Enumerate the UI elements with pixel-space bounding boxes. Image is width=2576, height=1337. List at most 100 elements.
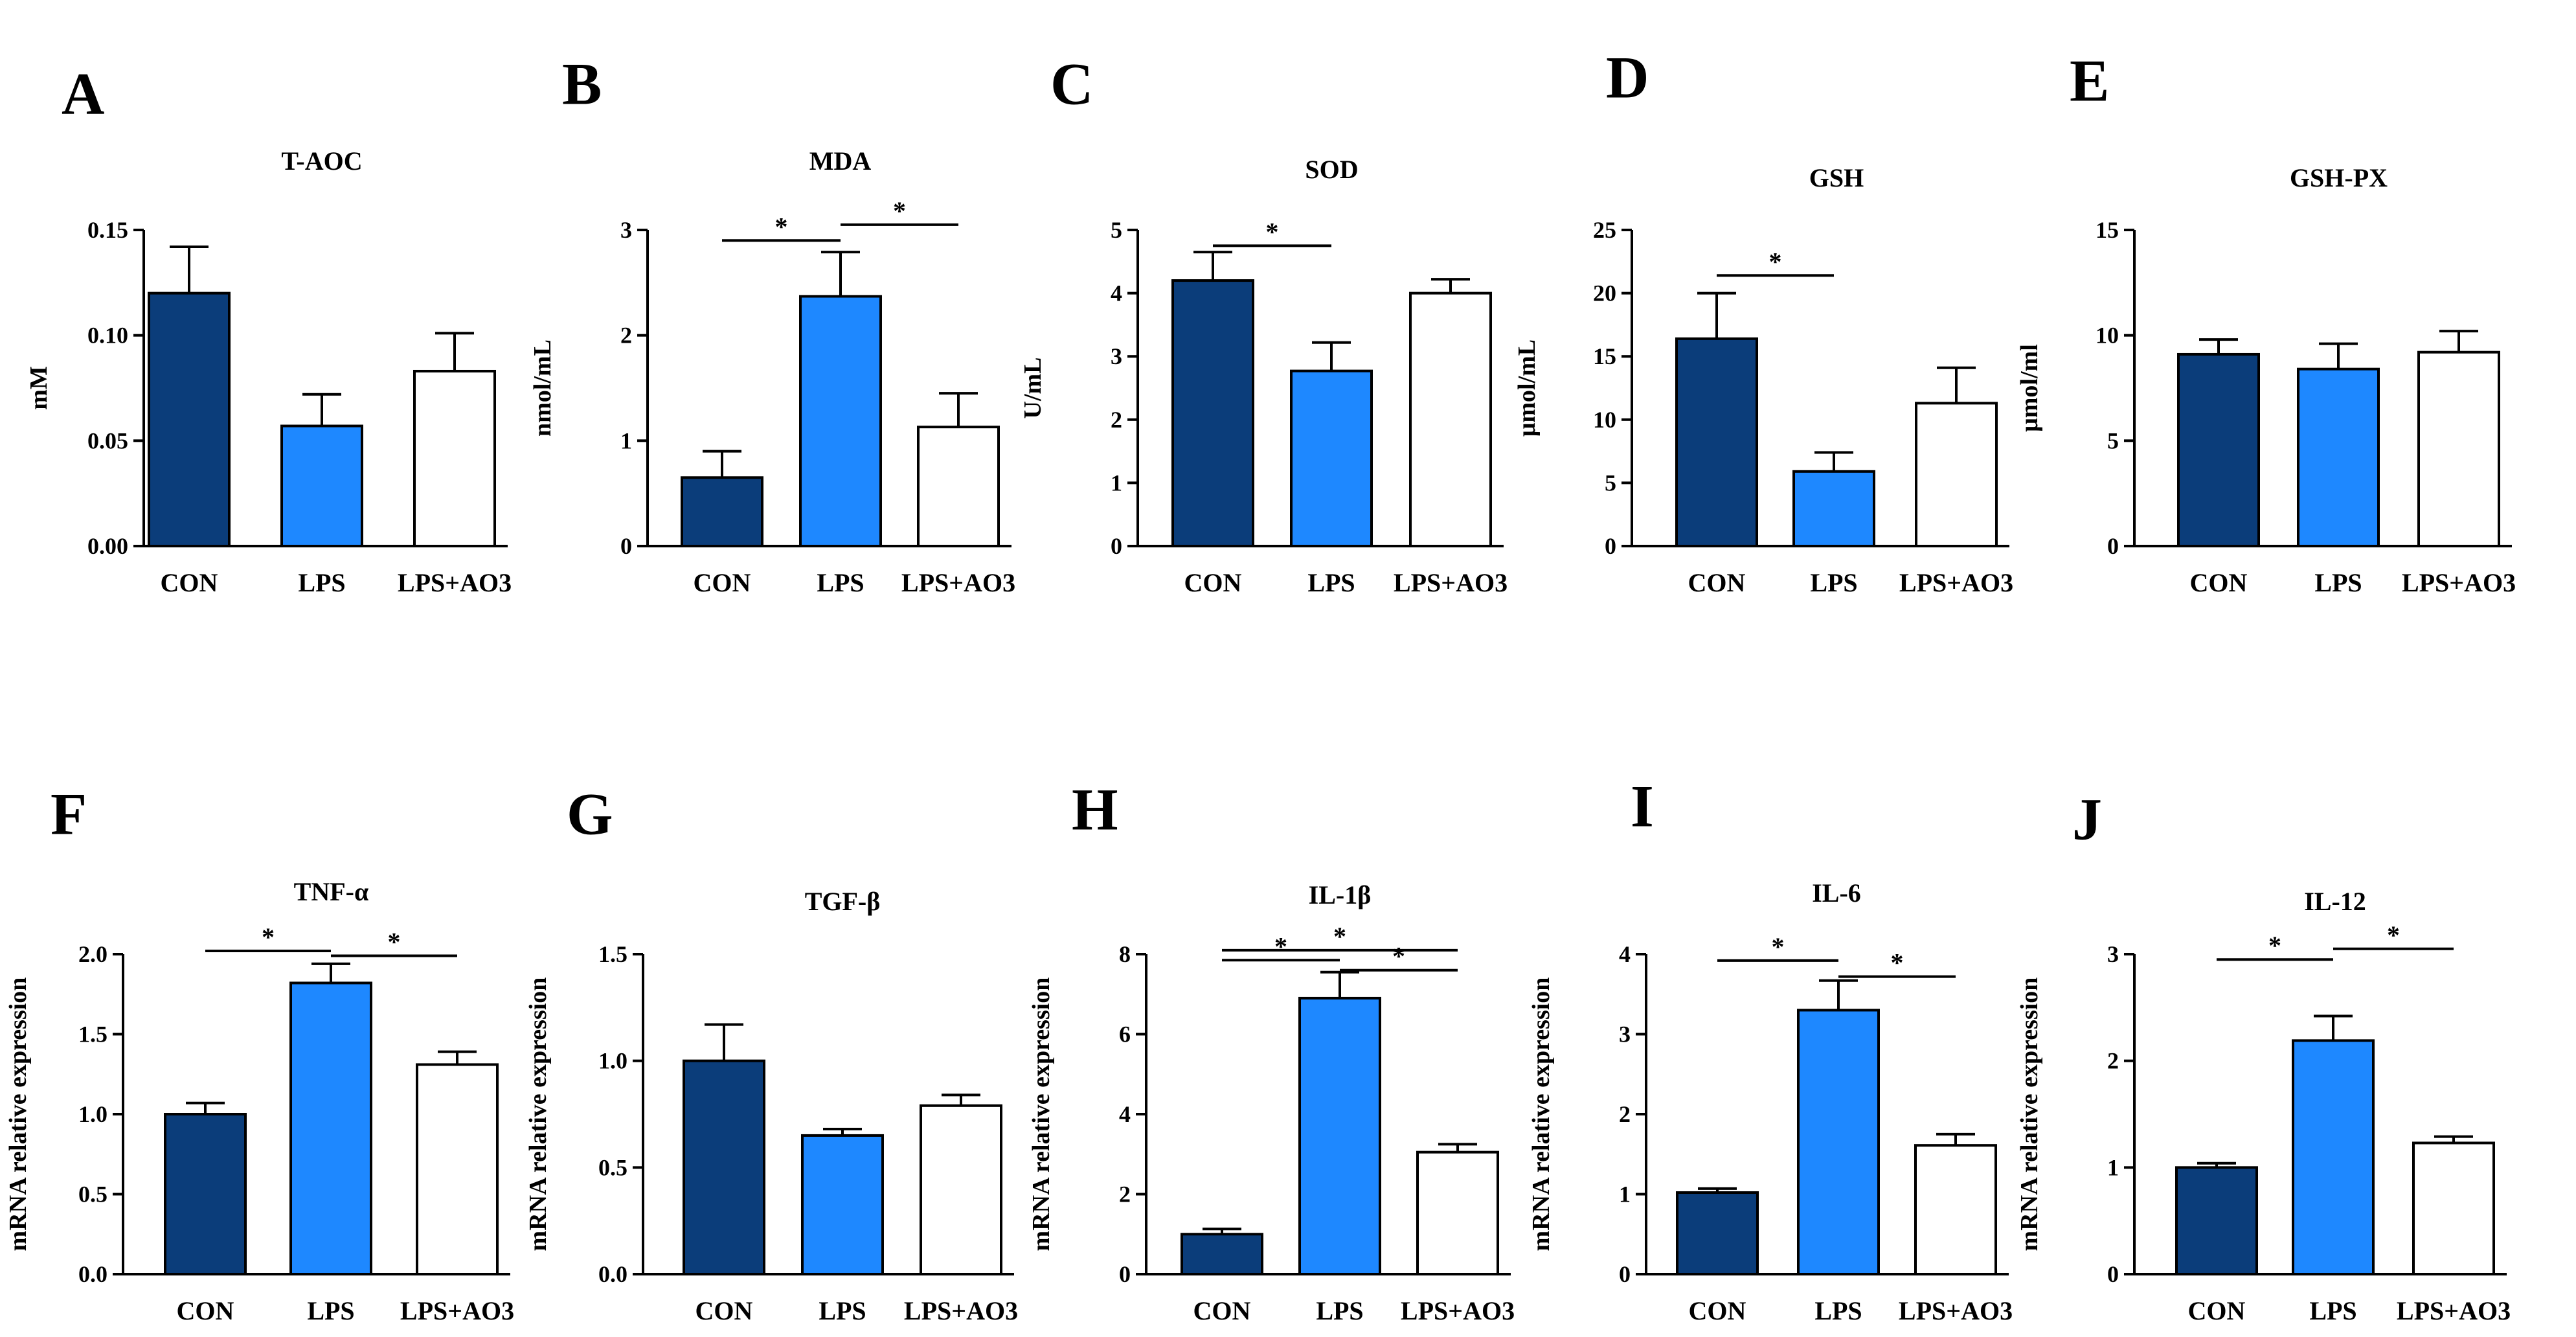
panel-j: J IL-12 mRNA relative expression 0 1 2 3 CON LPS… <box>2016 786 2511 1325</box>
x-category-label: CON <box>2190 568 2248 597</box>
panel-i: I IL-6 mRNA relative expression 0 1 2 3 4 CON LPS… <box>1528 773 2013 1325</box>
significance-star: * <box>1891 948 1904 977</box>
bar-con <box>683 1059 765 1275</box>
y-tick-label: 0 <box>1619 1261 1631 1287</box>
x-category-label: LPS+AO3 <box>901 568 1015 597</box>
y-tick-label: 5 <box>1605 470 1616 496</box>
y-tick-label: 1.0 <box>598 1048 627 1074</box>
y-tick-label: 2 <box>620 323 632 349</box>
chart-title: MDA <box>809 146 872 176</box>
y-tick-label: 0 <box>1605 533 1616 559</box>
x-category-label: LPS <box>298 568 345 597</box>
x-category-label: CON <box>161 568 218 597</box>
bar-lps-ao3 <box>2417 350 2500 548</box>
bar-lps-ao3 <box>413 369 496 547</box>
y-axis-label: mM <box>25 366 52 410</box>
x-category-label: LPS+AO3 <box>904 1296 1018 1325</box>
bar-con <box>2177 352 2260 547</box>
y-tick-label: 15 <box>1593 343 1616 369</box>
y-tick-label: 0 <box>1111 533 1122 559</box>
x-category-label: LPS <box>1814 1296 1862 1325</box>
y-tick-label: 2 <box>1111 407 1122 433</box>
y-tick-label: 2 <box>1619 1101 1631 1127</box>
bar-con <box>1675 337 1758 547</box>
bar-con <box>164 1113 247 1275</box>
x-category-label: CON <box>1184 568 1242 597</box>
panel-letter: I <box>1631 773 1654 840</box>
y-axis-label: U/mL <box>1019 358 1046 419</box>
y-axis-label: mRNA relative expression <box>2016 977 2043 1251</box>
y-axis-label: μmol/mL <box>1513 339 1541 437</box>
x-category-label: CON <box>1193 1296 1251 1325</box>
x-category-label: LPS <box>817 568 864 597</box>
panel-f: F TNF-α mRNA relative expression 0.0 0.5 1.0 1… <box>5 781 514 1325</box>
y-tick-label: 20 <box>1593 280 1616 306</box>
y-tick-label: 3 <box>1111 343 1122 369</box>
panel-c: C SOD U/mL 0 1 2 3 4 5 CON LPS LPS+AO3 * <box>1019 51 1508 597</box>
y-tick-label: 25 <box>1593 217 1616 243</box>
y-tick-label: 2 <box>1119 1182 1131 1207</box>
y-tick-label: 0.0 <box>598 1261 627 1287</box>
bar-lps-ao3 <box>1416 1150 1499 1275</box>
y-axis-label: mRNA relative expression <box>1028 977 1055 1251</box>
x-category-label: CON <box>177 1296 234 1325</box>
chart-title: TNF-α <box>294 877 369 906</box>
y-tick-label: 10 <box>2096 323 2119 349</box>
bar-lps <box>1797 1009 1880 1275</box>
x-category-label: LPS <box>2309 1296 2356 1325</box>
chart-title: IL-1β <box>1309 880 1372 909</box>
panel-letter: B <box>562 51 602 117</box>
x-category-label: LPS+AO3 <box>1394 568 1508 597</box>
panel-d: D GSH μmol/mL 0 5 10 15 20 25 CON LPS LPS+AO3 * <box>1513 45 2013 597</box>
bar-lps <box>280 424 363 547</box>
y-tick-label: 1 <box>1619 1182 1631 1207</box>
bar-con <box>1171 279 1254 547</box>
x-category-label: LPS+AO3 <box>400 1296 514 1325</box>
panel-letter: F <box>51 781 87 847</box>
x-category-label: LPS <box>819 1296 866 1325</box>
significance-star: * <box>2387 920 2400 950</box>
y-tick-label: 4 <box>1119 1101 1131 1127</box>
significance-star: * <box>388 927 401 956</box>
significance-star: * <box>1772 932 1785 961</box>
bar-lps <box>1290 369 1373 547</box>
panel-letter: A <box>62 61 104 127</box>
y-tick-label: 3 <box>1619 1022 1631 1047</box>
x-category-label: CON <box>2188 1296 2246 1325</box>
y-tick-label: 8 <box>1119 941 1131 967</box>
y-tick-label: 3 <box>2107 941 2119 967</box>
bar-lps <box>801 1134 884 1276</box>
y-tick-label: 10 <box>1593 407 1616 433</box>
chart-title: IL-6 <box>1812 878 1861 908</box>
y-tick-label: 3 <box>620 217 632 243</box>
y-tick-label: 1 <box>2107 1154 2119 1180</box>
panel-a: A T-AOC mM 0.00 0.05 0.10 0.15 CON LPS LPS+AO3 <box>25 61 512 597</box>
x-category-label: CON <box>694 568 751 597</box>
y-axis-label: mRNA relative expression <box>5 977 32 1251</box>
y-tick-label: 0.15 <box>87 217 128 243</box>
y-tick-label: 0.0 <box>78 1261 107 1287</box>
bar-lps-ao3 <box>920 1104 1002 1275</box>
x-category-label: LPS <box>1316 1296 1363 1325</box>
y-tick-label: 0 <box>2107 1261 2119 1287</box>
chart-title: TGF-β <box>805 887 881 916</box>
x-category-label: CON <box>695 1296 753 1325</box>
panel-b: B MDA nmol/mL 0 1 2 3 CON LPS LPS+AO3 * * <box>529 51 1015 597</box>
bar-con <box>2175 1166 2258 1276</box>
panel-letter: C <box>1050 51 1093 117</box>
x-category-label: LPS+AO3 <box>2397 1296 2511 1325</box>
y-tick-label: 0.5 <box>78 1182 107 1207</box>
y-tick-label: 1 <box>620 428 632 453</box>
y-tick-label: 4 <box>1619 941 1631 967</box>
significance-star: * <box>1769 247 1782 276</box>
bar-lps-ao3 <box>1915 402 1998 548</box>
bar-con <box>681 476 763 547</box>
y-axis-label: μmol/ml <box>2016 344 2043 432</box>
y-tick-label: 1.0 <box>78 1101 107 1127</box>
bar-lps <box>799 295 882 547</box>
y-tick-label: 0.5 <box>598 1154 627 1180</box>
significance-star: * <box>1333 922 1346 951</box>
x-category-label: LPS+AO3 <box>1401 1296 1515 1325</box>
x-category-label: LPS+AO3 <box>1899 1296 2013 1325</box>
